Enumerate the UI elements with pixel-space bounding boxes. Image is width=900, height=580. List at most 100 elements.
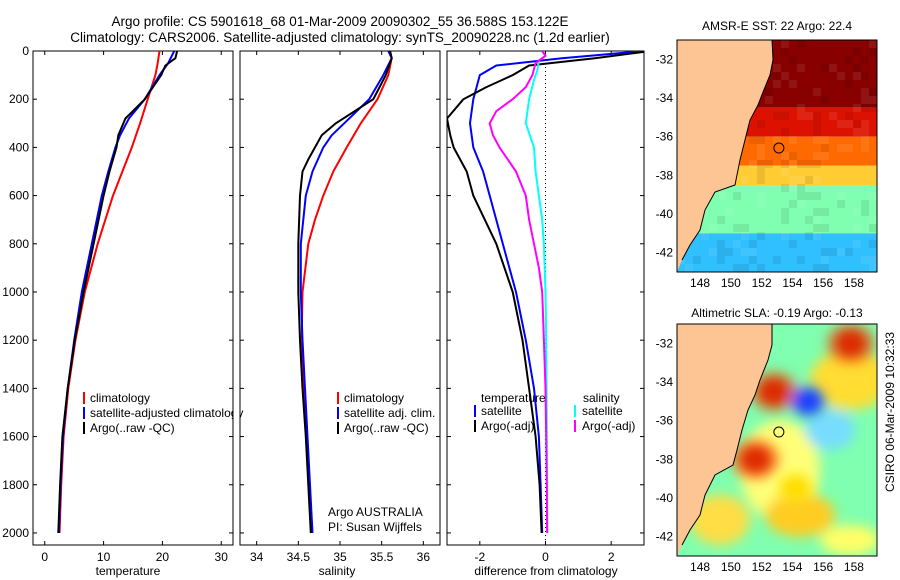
- sst-pixel: [765, 88, 773, 96]
- difference-legend: temperature satellite Argo(-adj) salinit…: [474, 391, 635, 433]
- sst-pixel: [797, 104, 805, 112]
- legend-label-sal-satellite: satellite: [582, 404, 623, 418]
- depth-tick-label: 1600: [2, 430, 29, 444]
- sst-pixel: [781, 72, 789, 80]
- sst-pixel: [757, 136, 765, 144]
- sst-pixel: [757, 120, 765, 128]
- sla-eddy: [791, 387, 824, 416]
- sst-pixel: [813, 160, 821, 168]
- sst-pixel: [821, 64, 829, 72]
- sst-pixel: [781, 40, 789, 48]
- sst-pixel: [861, 104, 869, 112]
- sla-field: [690, 350, 877, 555]
- sst-pixel: [845, 248, 853, 256]
- sst-pixel: [805, 216, 813, 224]
- salinity-xtick-label: 34.5: [287, 550, 311, 564]
- sst-pixel: [741, 248, 749, 256]
- temperature-xtick-label: 10: [97, 550, 111, 564]
- sst-pixel: [861, 56, 869, 64]
- sst-pixel: [749, 256, 757, 264]
- sst-pixel: [749, 136, 757, 144]
- sst-pixel: [757, 200, 765, 208]
- sst-pixel: [797, 176, 805, 184]
- sst-pixel: [733, 264, 741, 272]
- sst-pixel: [813, 88, 821, 96]
- sla-map-frame: [676, 323, 878, 557]
- sst-pixel: [749, 160, 757, 168]
- sst-map-ytick-label: -40: [656, 207, 674, 221]
- sst-pixel: [869, 240, 877, 248]
- sst-pixel: [717, 192, 725, 200]
- sst-pixel: [773, 136, 781, 144]
- sst-pixel: [797, 40, 805, 48]
- series-line-temperature-satellite: [469, 51, 644, 534]
- sst-pixel: [853, 104, 861, 112]
- legend-label-satellite-adjusted: satellite-adjusted climatology: [90, 406, 243, 420]
- sst-pixel: [813, 176, 821, 184]
- legend-label-climatology: climatology: [90, 391, 150, 405]
- sst-pixel: [813, 192, 821, 200]
- sst-pixel: [709, 224, 717, 232]
- temperature-xtick-label: 30: [215, 550, 229, 564]
- series-line-salinity-argo-adj: [488, 51, 549, 534]
- salinity-legend: climatology satellite adj. clim. Argo(..…: [337, 391, 435, 435]
- legend-group-salinity: salinity: [583, 391, 620, 405]
- temperature-xtick-label: 20: [156, 550, 170, 564]
- sst-pixel: [757, 232, 765, 240]
- legend-label-climatology: climatology: [344, 391, 404, 405]
- figure-title-line2: Climatology: CARS2006. Satellite-adjuste…: [70, 30, 610, 45]
- sst-map-xtick-label: 156: [813, 276, 833, 290]
- sst-pixel: [773, 72, 781, 80]
- sst-map-ytick-label: -36: [656, 130, 674, 144]
- sla-map-xtick-label: 154: [782, 560, 802, 574]
- sst-band: [677, 233, 877, 272]
- sst-pixel: [757, 152, 765, 160]
- sla-map-xtick-label: 156: [813, 560, 833, 574]
- sst-pixel: [733, 240, 741, 248]
- depth-tick-label: 400: [9, 140, 29, 154]
- salinity-xtick-label: 35.5: [370, 550, 394, 564]
- legend-label-temp-satellite: satellite: [481, 404, 522, 418]
- sst-pixel: [861, 208, 869, 216]
- sst-pixel: [709, 248, 717, 256]
- sst-pixel: [789, 136, 797, 144]
- sst-pixel: [805, 232, 813, 240]
- sla-map-xtick-label: 158: [844, 560, 864, 574]
- sst-pixel: [741, 264, 749, 272]
- sst-map-ytick-label: -32: [656, 52, 674, 66]
- sst-pixel: [773, 112, 781, 120]
- sst-pixel: [821, 224, 829, 232]
- sst-map-xtick-label: 150: [721, 276, 741, 290]
- legend-label-sal-argo: Argo(-adj): [582, 419, 635, 433]
- sst-pixel: [853, 64, 861, 72]
- sst-pixel: [789, 160, 797, 168]
- sst-pixel: [693, 256, 701, 264]
- sst-map-ytick-label: -42: [656, 246, 674, 260]
- sst-map-ytick-label: -34: [656, 91, 674, 105]
- sst-pixel: [821, 136, 829, 144]
- sst-pixel: [797, 200, 805, 208]
- sst-pixel: [773, 80, 781, 88]
- sst-pixel: [845, 144, 853, 152]
- sst-pixel: [861, 128, 869, 136]
- sst-pixel: [869, 96, 877, 104]
- sst-pixel: [789, 152, 797, 160]
- temperature-xtick-label: 0: [41, 550, 48, 564]
- legend-overflow-mask: [233, 390, 240, 438]
- sst-pixel: [685, 264, 693, 272]
- sst-pixel: [781, 112, 789, 120]
- depth-tick-label: 1400: [2, 381, 29, 395]
- sst-pixel: [701, 232, 709, 240]
- sst-pixel: [813, 224, 821, 232]
- sla-map-xtick-label: 148: [690, 560, 710, 574]
- sst-pixel: [749, 240, 757, 248]
- sst-pixel: [781, 128, 789, 136]
- sst-pixel: [781, 168, 789, 176]
- axis-ticks: 0 10 20 30020040060080010001200140016001800…: [2, 44, 864, 574]
- depth-tick-label: 1800: [2, 478, 29, 492]
- sst-pixel: [797, 184, 805, 192]
- sst-pixel: [773, 256, 781, 264]
- sst-map-xtick-label: 158: [844, 276, 864, 290]
- sst-pixel: [797, 256, 805, 264]
- sst-pixel: [845, 120, 853, 128]
